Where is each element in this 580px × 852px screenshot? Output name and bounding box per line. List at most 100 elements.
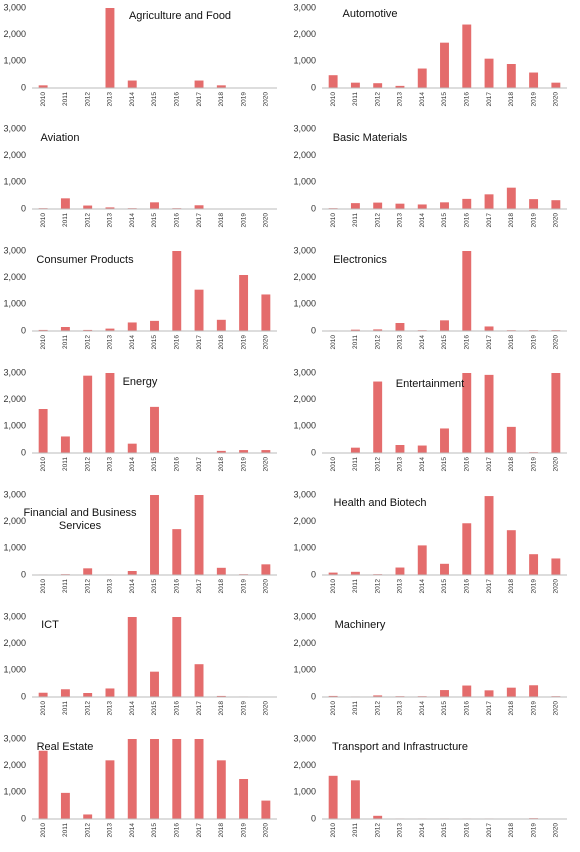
y-tick-label: 0 — [21, 813, 26, 823]
x-tick-label: 2019 — [530, 823, 537, 838]
chart-title: Machinery — [310, 619, 410, 632]
x-tick-label: 2012 — [374, 823, 381, 838]
x-tick-label: 2010 — [40, 92, 47, 107]
x-tick-label: 2015 — [151, 335, 158, 350]
bar — [128, 444, 137, 453]
y-tick-label: 0 — [311, 447, 316, 457]
x-tick-label: 2017 — [486, 92, 493, 107]
x-tick-label: 2010 — [40, 457, 47, 472]
x-tick-label: 2019 — [240, 701, 247, 716]
x-tick-label: 2016 — [173, 213, 180, 228]
bar — [261, 801, 270, 819]
x-tick-label: 2020 — [263, 701, 270, 716]
x-tick-label: 2013 — [107, 701, 114, 716]
bar — [150, 672, 159, 697]
bar — [39, 751, 48, 819]
chart-title: Real Estate — [20, 741, 110, 754]
x-tick-label: 2014 — [129, 92, 136, 107]
x-tick-label: 2018 — [508, 579, 515, 594]
x-tick-label: 2016 — [173, 92, 180, 107]
x-tick-label: 2019 — [530, 701, 537, 716]
x-tick-label: 2012 — [374, 335, 381, 350]
x-tick-label: 2015 — [441, 701, 448, 716]
x-tick-label: 2015 — [441, 335, 448, 350]
bar — [396, 323, 405, 331]
y-tick-label: 1,000 — [293, 787, 316, 797]
chart-title: Basic Materials — [310, 132, 430, 145]
x-tick-label: 2013 — [107, 213, 114, 228]
x-tick-label: 2019 — [240, 213, 247, 228]
x-tick-label: 2019 — [530, 457, 537, 472]
bar — [106, 688, 115, 697]
bar — [195, 495, 204, 575]
y-tick-label: 1,000 — [3, 177, 26, 187]
bar — [351, 203, 360, 209]
bar — [440, 202, 449, 209]
bar — [462, 686, 471, 697]
x-tick-label: 2016 — [173, 823, 180, 838]
x-tick-label: 2015 — [441, 213, 448, 228]
y-tick-label: 1,000 — [293, 177, 316, 187]
chart-title: Transport and Infrastructure — [310, 741, 490, 754]
chart-title: Entertainment — [370, 378, 490, 391]
x-tick-label: 2010 — [40, 335, 47, 350]
x-tick-label: 2014 — [419, 213, 426, 228]
bar — [83, 206, 92, 209]
y-tick-label: 2,000 — [293, 516, 316, 526]
y-tick-label: 1,000 — [3, 665, 26, 675]
x-tick-label: 2019 — [530, 213, 537, 228]
bar — [462, 199, 471, 209]
x-tick-label: 2018 — [508, 823, 515, 838]
chart-title: ICT — [20, 619, 80, 632]
bar — [128, 617, 137, 697]
bar — [462, 25, 471, 88]
y-tick-label: 0 — [311, 325, 316, 335]
x-tick-label: 2020 — [263, 335, 270, 350]
x-tick-label: 2013 — [397, 92, 404, 107]
x-tick-label: 2012 — [374, 92, 381, 107]
y-tick-label: 2,000 — [293, 394, 316, 404]
x-tick-label: 2015 — [441, 92, 448, 107]
x-tick-label: 2015 — [151, 701, 158, 716]
bar — [150, 407, 159, 453]
bar — [195, 664, 204, 697]
x-tick-label: 2016 — [173, 457, 180, 472]
bar — [418, 545, 427, 575]
chart-title: Automotive — [320, 8, 420, 21]
bar — [61, 327, 70, 331]
y-tick-label: 2,000 — [293, 150, 316, 160]
x-tick-label: 2015 — [151, 579, 158, 594]
x-tick-label: 2015 — [151, 92, 158, 107]
x-tick-label: 2011 — [352, 579, 359, 593]
x-tick-label: 2020 — [263, 213, 270, 228]
bar — [418, 204, 427, 209]
y-tick-label: 1,000 — [3, 299, 26, 309]
bar — [396, 568, 405, 575]
bar — [529, 73, 538, 88]
bar — [529, 685, 538, 697]
bar — [195, 205, 204, 209]
y-tick-label: 0 — [21, 203, 26, 213]
bar — [373, 382, 382, 453]
y-tick-label: 0 — [21, 691, 26, 701]
y-tick-label: 2,000 — [3, 150, 26, 160]
bar — [529, 554, 538, 575]
y-tick-label: 2,000 — [3, 638, 26, 648]
bar — [61, 198, 70, 209]
x-tick-label: 2017 — [486, 579, 493, 594]
y-tick-label: 0 — [311, 203, 316, 213]
bar — [351, 83, 360, 88]
y-tick-label: 1,000 — [3, 543, 26, 553]
x-tick-label: 2016 — [173, 701, 180, 716]
x-tick-label: 2012 — [84, 701, 91, 716]
bar — [128, 81, 137, 88]
y-tick-label: 1,000 — [3, 787, 26, 797]
bar — [128, 739, 137, 819]
x-tick-label: 2017 — [486, 335, 493, 350]
bar — [239, 779, 248, 819]
x-tick-label: 2020 — [263, 823, 270, 838]
